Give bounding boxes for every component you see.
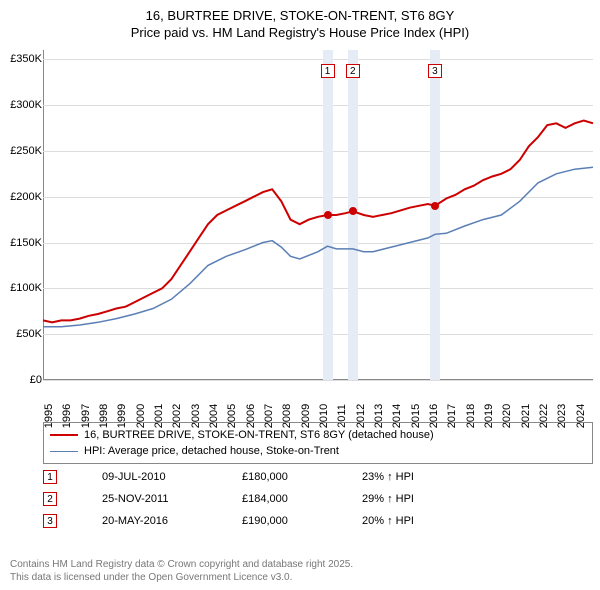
title-line1: 16, BURTREE DRIVE, STOKE-ON-TRENT, ST6 8…	[0, 8, 600, 25]
event-date: 09-JUL-2010	[102, 471, 212, 483]
sale-dot	[349, 207, 357, 215]
event-number-box: 3	[43, 514, 57, 528]
y-tick-label: £250K	[10, 145, 42, 157]
event-pct: 20% ↑ HPI	[362, 515, 472, 527]
legend-swatch	[50, 434, 78, 436]
series-subject	[43, 121, 593, 323]
y-tick-label: £50K	[16, 328, 42, 340]
event-row: 1 09-JUL-2010 £180,000 23% ↑ HPI	[43, 466, 593, 488]
event-pct: 23% ↑ HPI	[362, 471, 472, 483]
legend-label: 16, BURTREE DRIVE, STOKE-ON-TRENT, ST6 8…	[84, 429, 434, 441]
event-price: £184,000	[242, 493, 332, 505]
event-number-box: 2	[43, 492, 57, 506]
legend-item: 16, BURTREE DRIVE, STOKE-ON-TRENT, ST6 8…	[50, 427, 586, 443]
footer-line1: Contains HM Land Registry data © Crown c…	[10, 559, 353, 572]
event-marker-box: 1	[321, 64, 335, 78]
event-marker-box: 2	[346, 64, 360, 78]
event-marker-box: 3	[428, 64, 442, 78]
gridline-h	[43, 380, 593, 381]
event-date: 25-NOV-2011	[102, 493, 212, 505]
chart: 12 3	[43, 50, 593, 380]
event-row: 3 20-MAY-2016 £190,000 20% ↑ HPI	[43, 510, 593, 532]
series-hpi	[43, 167, 593, 326]
y-tick-label: £100K	[10, 282, 42, 294]
sale-dot	[431, 202, 439, 210]
legend-swatch	[50, 451, 78, 452]
event-pct: 29% ↑ HPI	[362, 493, 472, 505]
title-line2: Price paid vs. HM Land Registry's House …	[0, 25, 600, 42]
legend: 16, BURTREE DRIVE, STOKE-ON-TRENT, ST6 8…	[43, 422, 593, 464]
event-price: £190,000	[242, 515, 332, 527]
footer-attribution: Contains HM Land Registry data © Crown c…	[10, 559, 353, 584]
event-date: 20-MAY-2016	[102, 515, 212, 527]
legend-item: HPI: Average price, detached house, Stok…	[50, 443, 586, 459]
footer-line2: This data is licensed under the Open Gov…	[10, 572, 353, 585]
sale-events-table: 1 09-JUL-2010 £180,000 23% ↑ HPI 2 25-NOV-201…	[43, 466, 593, 532]
event-row: 2 25-NOV-2011 £184,000 29% ↑ HPI	[43, 488, 593, 510]
y-tick-label: £150K	[10, 237, 42, 249]
y-tick-label: £350K	[10, 53, 42, 65]
y-tick-label: £300K	[10, 99, 42, 111]
y-tick-label: £200K	[10, 191, 42, 203]
sale-dot	[324, 211, 332, 219]
event-price: £180,000	[242, 471, 332, 483]
legend-label: HPI: Average price, detached house, Stok…	[84, 445, 339, 457]
chart-lines	[43, 50, 593, 380]
event-number-box: 1	[43, 470, 57, 484]
y-tick-label: £0	[30, 374, 42, 386]
